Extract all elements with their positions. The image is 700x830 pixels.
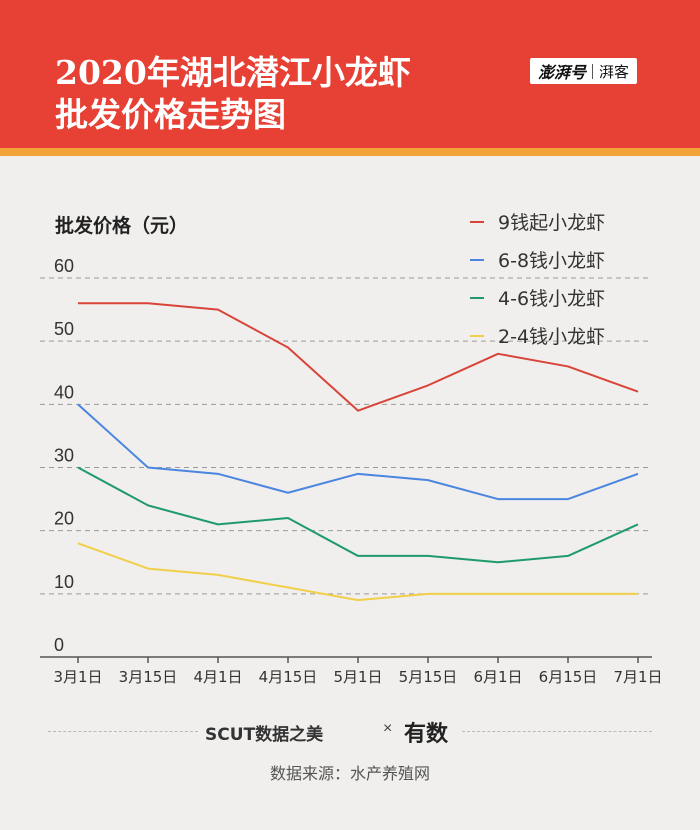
- y-tick-label: 20: [54, 509, 74, 529]
- y-tick-label: 10: [54, 572, 74, 592]
- footer-source-label: SCUT数据之美: [205, 725, 324, 745]
- x-tick-label: 7月1日: [613, 668, 662, 686]
- x-tick-label: 3月1日: [53, 668, 102, 686]
- line-chart: 批发价格（元） 0 10 20 30 40 50 60 3月1日 3月15日 4月1日 4月15日 5月…: [40, 212, 663, 686]
- series-line-3: [77, 466, 639, 564]
- series-line-1: [78, 302, 639, 412]
- x-tick-label: 5月15日: [399, 668, 458, 686]
- y-tick-label: 50: [54, 319, 74, 339]
- x-tick-label: 6月15日: [539, 668, 598, 686]
- data-source-text: 数据来源：水产养殖网: [269, 764, 430, 783]
- x-tick-label: 5月1日: [333, 668, 382, 686]
- title-line-1: 2020年湖北潜江小龙虾: [55, 53, 411, 92]
- series-line-2: [77, 403, 639, 501]
- brand-separator: [592, 63, 594, 79]
- footer-divider-right: [462, 731, 652, 732]
- title-line-2: 批发价格走势图: [55, 95, 286, 134]
- x-tick-label: 4月15日: [259, 668, 318, 686]
- footer-logo: 有数: [404, 721, 449, 747]
- series-line-4: [77, 542, 638, 602]
- footer-divider-left: [48, 731, 198, 732]
- legend-label: 4-6钱小龙虾: [498, 288, 605, 310]
- brand-sub-text: 湃客: [599, 62, 630, 81]
- legend-label: 9钱起小龙虾: [498, 212, 605, 234]
- legend-label: 2-4钱小龙虾: [498, 326, 605, 348]
- footer-cross: ×: [383, 720, 393, 737]
- chart-title: 2020年湖北潜江小龙虾 批发价格走势图: [55, 52, 475, 136]
- legend-label: 6-8钱小龙虾: [498, 250, 605, 272]
- brand-main-text: 澎湃号: [538, 63, 587, 82]
- x-tick-label: 6月1日: [473, 668, 522, 686]
- y-tick-label: 40: [54, 382, 74, 402]
- y-tick-label: 60: [54, 256, 74, 276]
- y-tick-label: 0: [54, 635, 64, 655]
- y-axis-title: 批发价格（元）: [55, 214, 188, 237]
- header-stripe: [0, 148, 700, 156]
- x-tick-label: 3月15日: [119, 668, 178, 686]
- y-tick-label: 30: [54, 446, 74, 466]
- brand-logo: 澎湃号 湃客: [530, 58, 638, 84]
- x-tick-label: 4月1日: [193, 668, 242, 686]
